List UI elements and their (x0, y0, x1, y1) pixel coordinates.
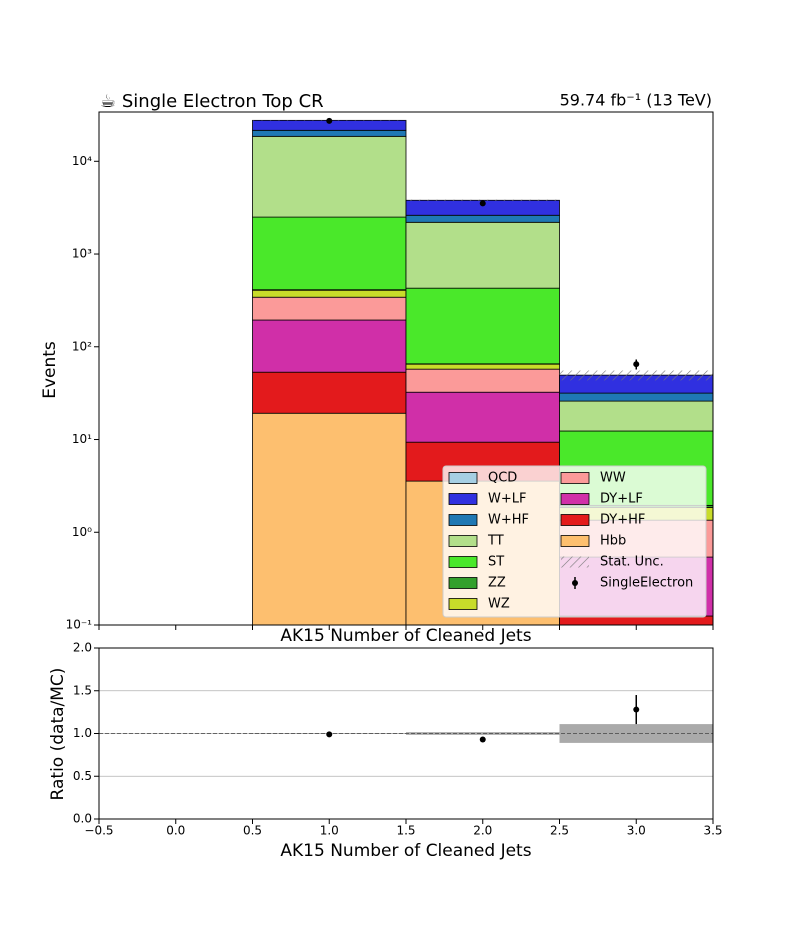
legend-label: ST (488, 555, 504, 570)
legend-label: DY+HF (600, 513, 645, 528)
legend-label: SingleElectron (600, 576, 693, 591)
overlay: 10⁻¹ 10⁰ 10¹ 10² 10³ 10⁴ QCD W+LF W+HF TT ST ZZ WZ WW… (66, 154, 723, 838)
ratio-point (479, 736, 486, 743)
legend-swatch (448, 556, 478, 568)
legend-swatch (448, 535, 478, 547)
legend-swatch (448, 598, 478, 610)
ratio-plot (99, 648, 713, 819)
legend-swatch (448, 472, 478, 484)
legend-swatch (561, 556, 589, 568)
bar-segment (252, 216, 407, 291)
bar-segment (405, 391, 560, 443)
bar-segment (252, 129, 407, 137)
legend-label: WW (600, 471, 626, 486)
x-tick-label: 2.5 (550, 824, 569, 838)
y-tick-label: 10² (72, 339, 92, 353)
bar-segment (252, 296, 407, 321)
ratio-y-axis-label: Ratio (data/MC) (48, 668, 68, 801)
y-tick-label: 0.5 (73, 769, 92, 783)
legend-swatch (560, 472, 590, 484)
y-tick-label: 10¹ (72, 432, 92, 446)
legend-label: W+LF (488, 492, 526, 507)
bar-segment (559, 392, 713, 402)
legend-label: QCD (488, 471, 517, 486)
legend-swatch (448, 514, 478, 526)
y-tick-label: 10⁴ (72, 154, 92, 168)
x-tick-label: −0.5 (84, 824, 113, 838)
x-tick-label: 3.5 (703, 824, 722, 838)
y-tick-label: 1.0 (73, 726, 92, 740)
legend-swatch (448, 577, 478, 589)
x-tick-label: 1.5 (396, 824, 415, 838)
ratio-frame (98, 647, 714, 820)
x-tick-label: 1.0 (320, 824, 339, 838)
x-tick-label: 2.0 (473, 824, 492, 838)
x-axis-label: AK15 Number of Cleaned Jets (280, 626, 531, 646)
y-tick-label: 10⁰ (72, 525, 92, 539)
bar-segment (252, 135, 407, 218)
y-tick-label: 10⁻¹ (66, 618, 93, 632)
data-point (633, 361, 640, 368)
stat-unc (559, 370, 713, 381)
y-tick-label: 1.5 (73, 683, 92, 697)
legend-swatch (448, 493, 478, 505)
bar-segment (559, 400, 713, 432)
main-frame (98, 111, 714, 626)
data-point (479, 200, 486, 207)
legend-swatch (560, 535, 590, 547)
stat-unc (406, 199, 560, 201)
legend-swatch (560, 514, 590, 526)
x-tick-label: 3.0 (627, 824, 646, 838)
bar-segment (405, 221, 560, 289)
bar-segment (252, 289, 407, 298)
bar-segment (405, 368, 560, 393)
legend-marker (572, 580, 578, 586)
ratio-x-axis-label: AK15 Number of Cleaned Jets (280, 841, 531, 861)
ratio-point (633, 706, 640, 713)
legend-label: TT (487, 534, 504, 549)
data-point (326, 117, 333, 124)
y-tick-label: 2.0 (73, 641, 92, 655)
x-tick-label: 0.0 (166, 824, 185, 838)
bar-segment (405, 214, 560, 223)
legend-label: WZ (488, 597, 510, 612)
legend-label: ZZ (488, 576, 506, 591)
bar-segment (252, 412, 407, 625)
y-axis-label: Events (40, 341, 60, 399)
bar-segment (252, 319, 407, 373)
lumi-label: 59.74 fb⁻¹ (13 TeV) (560, 91, 712, 110)
y-tick-label: 0.0 (73, 812, 92, 826)
legend-swatch (560, 493, 590, 505)
legend-label: W+HF (488, 513, 529, 528)
legend-label: Hbb (600, 534, 626, 549)
chart-title: ☕ Single Electron Top CR (100, 91, 324, 112)
x-tick-label: 0.5 (243, 824, 262, 838)
bar-segment (405, 363, 560, 370)
unc-band (406, 732, 560, 735)
legend-label: Stat. Unc. (600, 555, 664, 570)
ratio-point (326, 731, 333, 738)
y-tick-label: 10³ (72, 247, 92, 261)
bar-segment (252, 371, 407, 414)
legend-label: DY+LF (600, 492, 643, 507)
bar-segment (405, 287, 560, 365)
